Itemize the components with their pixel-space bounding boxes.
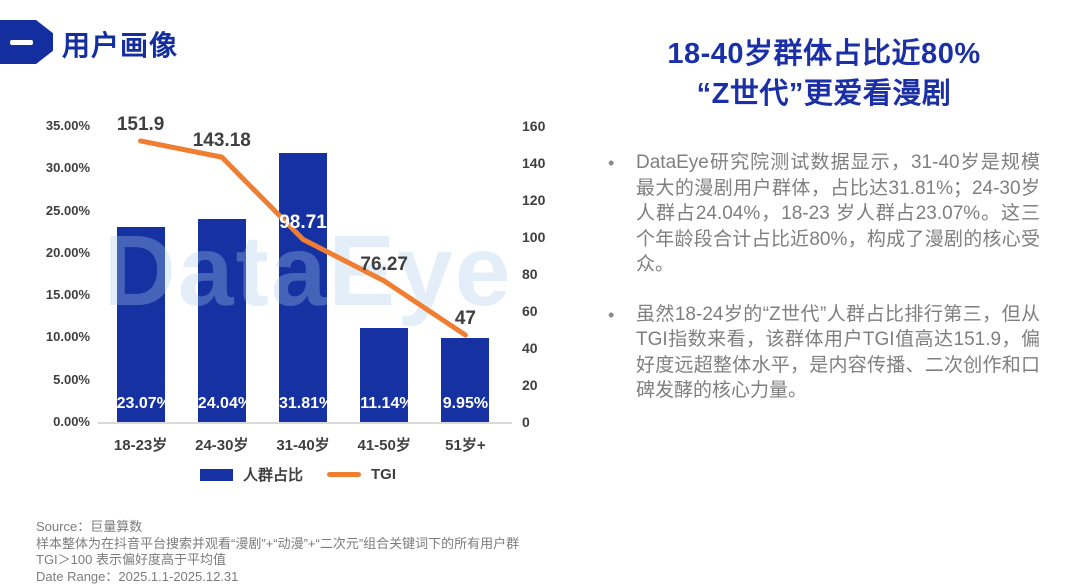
combo-chart: 0.00% 5.00% 10.00% 15.00% 20.00% 25.00% 30.00%… xyxy=(28,112,576,502)
legend-label-line: TGI xyxy=(371,466,396,483)
y-axis-left-tick: 35.00% xyxy=(45,118,90,133)
x-axis-category-label: 24-30岁 xyxy=(195,437,249,454)
list-item: • 虽然18-24岁的“Z世代”人群占比排行第三，但从TGI指数来看，该群体用户… xyxy=(608,302,1040,404)
bullet-text: DataEye研究院测试数据显示，31-40岁是规模最大的漫剧用户群体，占比达3… xyxy=(636,152,1040,275)
bullet-text: 虽然18-24岁的“Z世代”人群占比排行第三，但从TGI指数来看，该群体用户TG… xyxy=(636,303,1040,402)
source-line: Source：巨量算数 xyxy=(36,519,143,534)
insight-panel: 18-40岁群体占比近80% “Z世代”更爱看漫剧 • DataEye研究院测试… xyxy=(608,34,1040,428)
sample-note-line: 样本整体为在抖音平台搜索并观看“漫剧”+“动漫”+“二次元”组合关键词下的所有用… xyxy=(36,535,520,551)
list-item: • DataEye研究院测试数据显示，31-40岁是规模最大的漫剧用户群体，占比… xyxy=(608,150,1040,278)
tgi-note-line: TGI＞100 表示偏好度高于平均值 xyxy=(36,552,226,567)
chart-bar: 9.95% xyxy=(441,337,490,422)
chart-bar: 23.07% xyxy=(116,226,171,422)
insight-bullet-list: • DataEye研究院测试数据显示，31-40岁是规模最大的漫剧用户群体，占比… xyxy=(608,150,1040,404)
insight-title-line1: 18-40岁群体占比近80% xyxy=(667,38,981,70)
bullet-icon: • xyxy=(608,304,615,325)
badge-dash-icon xyxy=(10,40,33,45)
insight-title-line2: “Z世代”更爱看漫剧 xyxy=(696,78,952,110)
x-axis-category-label: 31-40岁 xyxy=(276,437,330,454)
y-axis-right-tick: 100 xyxy=(522,229,546,245)
bar-value-label: 31.81% xyxy=(279,394,334,412)
y-axis-right-tick: 0 xyxy=(522,414,530,430)
bar-value-label: 9.95% xyxy=(442,394,489,412)
y-axis-left-tick: 30.00% xyxy=(45,160,90,176)
x-axis-category-label: 51岁+ xyxy=(445,437,486,454)
y-axis-right-tick: 60 xyxy=(522,303,538,319)
chart-bar: 11.14% xyxy=(360,327,414,422)
y-axis-right-tick: 40 xyxy=(522,340,538,356)
page-title: 用户画像 xyxy=(62,30,179,61)
legend-line-swatch-icon xyxy=(327,472,361,477)
line-value-label: 76.27 xyxy=(360,253,408,275)
tgi-line xyxy=(138,138,468,338)
bullet-icon: • xyxy=(608,153,615,173)
chart-legend: 人群占比 TGI xyxy=(98,464,512,485)
y-axis-right-tick: 160 xyxy=(522,118,546,134)
chart-bar: 24.04% xyxy=(197,218,253,422)
y-axis-left-tick: 10.00% xyxy=(45,329,90,345)
date-range-line: Date Range：2025.1.1-2025.12.31 xyxy=(36,568,239,584)
legend-label-bar: 人群占比 xyxy=(242,467,303,484)
line-value-label: 47 xyxy=(454,308,476,330)
bar-value-label: 23.07% xyxy=(116,394,171,412)
legend-bar-swatch-icon xyxy=(199,468,233,481)
bar-value-label: 11.14% xyxy=(360,394,414,412)
y-axis-right-tick: 20 xyxy=(522,377,538,393)
y-axis-right-tick: 140 xyxy=(522,155,546,171)
section-number-badge xyxy=(0,20,53,64)
x-axis-category-label: 41-50岁 xyxy=(357,437,411,454)
source-notes: Source：巨量算数 样本整体为在抖音平台搜索并观看“漫剧”+“动漫”+“二次… xyxy=(36,519,519,585)
chart-bar: 31.81% xyxy=(279,152,334,422)
y-axis-left-tick: 5.00% xyxy=(53,371,90,387)
y-axis-right-tick: 120 xyxy=(522,192,546,208)
y-axis-right-tick: 80 xyxy=(522,266,538,282)
y-axis-left-tick: 0.00% xyxy=(53,414,90,429)
x-axis-category-label: 18-23岁 xyxy=(113,437,168,454)
y-axis-left-tick: 20.00% xyxy=(45,244,90,260)
tgi-line-layer xyxy=(138,138,468,338)
bar-value-label: 24.04% xyxy=(197,394,253,412)
x-axis-line xyxy=(98,422,512,424)
y-axis-left-tick: 15.00% xyxy=(45,287,90,303)
line-value-label: 151.9 xyxy=(116,113,165,135)
y-axis-left-tick: 25.00% xyxy=(45,202,90,218)
line-value-label: 143.18 xyxy=(192,130,251,152)
line-value-label: 98.71 xyxy=(279,212,327,234)
